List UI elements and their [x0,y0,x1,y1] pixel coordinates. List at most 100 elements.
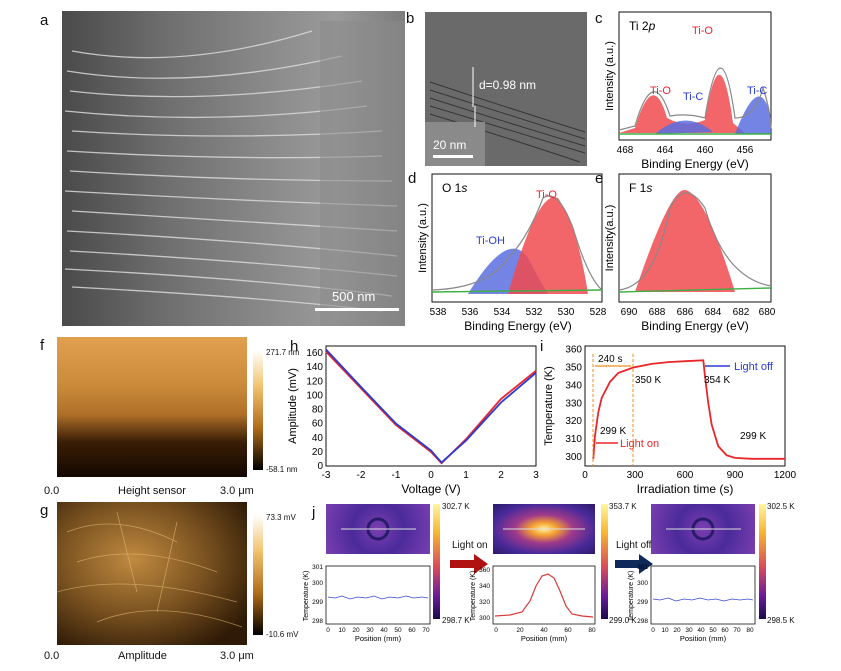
p2-xtick-3: 40 [540,627,548,634]
xtick-e-3: 686 [677,307,694,318]
p3-xtick-4: 30 [685,627,693,634]
temperature-profile-charts: 298 299 300 301 0 10 20 30 40 50 60 70 P… [303,564,756,643]
p2-xlabel: Position (mm) [521,634,568,643]
baseline-e [618,287,772,293]
p3-xtick-8: 70 [733,627,741,634]
panel-label-j: j [312,504,316,521]
p2-xtick-1: 0 [494,627,498,634]
xtick-d-6: 528 [590,307,607,318]
p1-xlabel: Position (mm) [355,634,402,643]
panel-a: a 500 nm [40,8,405,326]
scalebar-a [315,308,399,311]
xtick-e-1: 690 [621,307,638,318]
xtick-d-5: 530 [558,307,575,318]
p1-ytick-4: 301 [312,564,323,571]
h-xtick-7: 3 [533,470,539,481]
profile-2-points [494,573,594,618]
i-series-red-line [592,359,785,460]
height-cb-max: 271.7 nm [266,348,300,357]
thermal-image-3 [651,504,755,554]
i-xtick-5: 1200 [774,470,797,481]
xps-ti2p-chart: Ti 2p Ti-O Ti-O Ti-C Ti-C 468 464 460 45… [604,11,772,171]
p1-xtick-4: 30 [366,627,374,634]
p3-ytick-2: 299 [637,599,648,606]
scalebar-label-b: 20 nm [433,138,467,152]
h-xtick-6: 2 [498,470,504,481]
p1-ytick-2: 299 [312,599,323,606]
baseline-d [431,289,603,293]
xlabel-i: Irradiation time (s) [637,482,734,496]
ylabel-d: Intensity (a.u.) [417,203,429,273]
xtick-e-2: 688 [649,307,666,318]
h-ytick-4: 60 [312,419,324,430]
fit-envelope-e [618,192,772,291]
fit-envelope-d [431,195,603,291]
thermo-colorbar-1 [433,504,440,619]
xtick-e-4: 684 [705,307,722,318]
ylabel-i: Temperature (K) [543,366,555,445]
tem-image: d=0.98 nm 20 nm [425,12,587,166]
panel-label-g: g [40,502,49,519]
p1-xtick-2: 10 [338,627,346,634]
i-ytick-4: 330 [565,398,582,409]
h-ytick-7: 120 [306,376,323,387]
h-ytick-9: 160 [306,348,323,359]
p2-ytick-2: 320 [479,599,490,606]
panel-label-h: h [290,338,299,355]
panel-label-f: f [40,337,45,354]
light-off-label: Light off [616,540,652,551]
p3-xtick-9: 80 [746,627,754,634]
panel-c: c Ti 2p Ti-O Ti-O Ti-C Ti-C 468 464 460 … [595,8,841,178]
peak-label-ti-c-1: Ti-C [683,91,703,103]
thermo-1-min: 298.7 K [442,616,470,625]
panel-label-e: e [595,170,604,187]
h-xtick-1: -3 [322,470,331,481]
xtick-c-4: 456 [737,145,754,156]
f1s-peak-fill [635,189,735,292]
p1-xtick-6: 50 [394,627,402,634]
panel-f: f 271.7 nm -58.1 nm 0.0 Height sensor 3.… [40,335,300,500]
afm-f-x0: 0.0 [44,485,60,497]
thermo-colorbar-2 [601,504,608,619]
thermal-image-1 [326,504,430,554]
xps-c-title: Ti 2p [629,19,656,33]
ylabel-e: Intensity(a.u.) [604,205,616,272]
p2-ytick-1: 300 [479,615,490,622]
anno-354k: 354 K [704,375,730,386]
panel-label-a: a [40,12,49,29]
sem-image: 500 nm [62,11,405,326]
p2-ytick-3: 340 [479,583,490,590]
afm-amplitude-image [57,502,247,645]
xlabel-e: Binding Energy (eV) [641,319,748,333]
h-xtick-4: 0 [428,470,434,481]
peak-label-ti-o-d: Ti-O [536,189,557,201]
p1-xtick-8: 70 [422,627,430,634]
p3-xtick-5: 40 [697,627,705,634]
i-ytick-6: 350 [565,362,582,373]
i-ytick-2: 310 [565,434,582,445]
h-ytick-5: 80 [312,405,324,416]
xtick-c-2: 464 [657,145,674,156]
p1-ytick-1: 298 [312,618,323,625]
peak-label-ti-o-2: Ti-O [650,85,671,97]
p1-xtick-7: 60 [408,627,416,634]
anno-299k-a: 299 K [600,426,626,437]
ylabel-h: Amplitude (mV) [287,368,299,444]
fit-envelope [618,67,772,131]
h-xtick-5: 1 [463,470,469,481]
p3-xlabel: Position (mm) [680,634,727,643]
i-ytick-3: 320 [565,416,582,427]
p3-ytick-1: 298 [637,618,648,625]
peak-label-ti-c-2: Ti-C [747,85,767,97]
p2-ylabel: Temperature (K) [470,571,477,622]
p3-ylabel: Temperature (K) [628,571,635,622]
amplitude-cb-max: 73.3 mV [266,513,296,522]
panel-label-d: d [408,170,417,187]
ti-o-peak-fill-d [508,197,588,294]
p3-ytick-3: 300 [637,580,648,587]
light-on-arrow-icon [450,554,488,574]
panel-i: i 0 300 600 900 1200 300 310 320 330 340 350 360 2… [540,336,841,496]
h-ytick-1: 0 [317,461,323,472]
h-xtick-2: -2 [357,470,366,481]
h-ytick-8: 140 [306,362,323,373]
